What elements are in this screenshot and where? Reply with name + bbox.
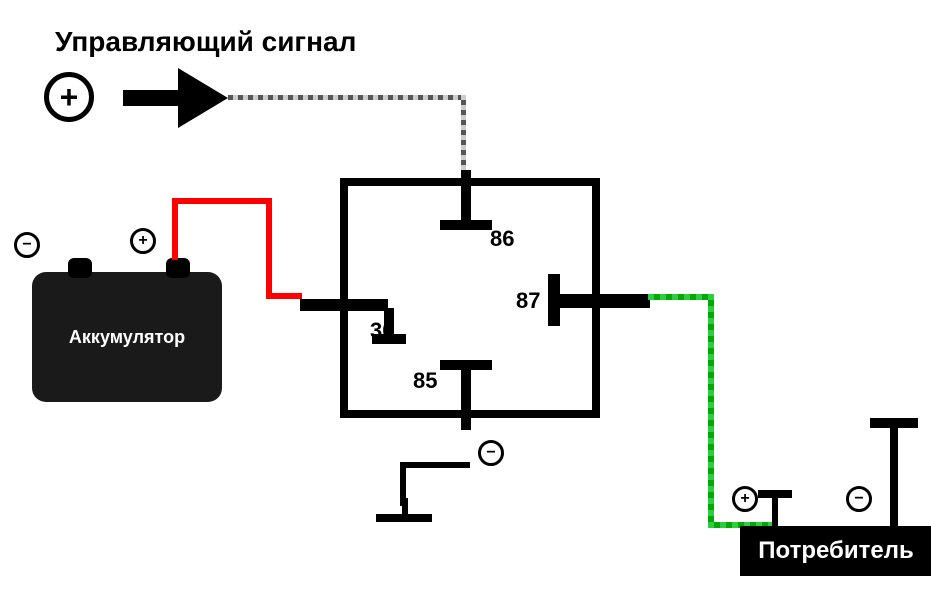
relay-pin-86	[448, 170, 488, 240]
diagram-canvas: Управляющий сигнал + 86 85 30 87 Ак	[0, 0, 931, 616]
battery-label: Аккумулятор	[69, 327, 185, 348]
relay-pin-87-label: 87	[516, 288, 540, 314]
arrow-icon	[118, 58, 238, 138]
battery-pos-label: +	[138, 233, 147, 249]
battery-pos-icon: +	[130, 228, 156, 254]
relay-pin-30	[300, 286, 380, 326]
consumer-label: Потребитель	[758, 537, 913, 565]
wire-battery-pos-vertical	[172, 198, 178, 260]
consumer-pos-glyph: +	[740, 491, 749, 507]
relay-pin-87	[548, 280, 648, 330]
battery-neg-label: −	[22, 237, 31, 253]
battery-terminal-pos	[166, 258, 190, 278]
control-signal-polarity-icon: +	[44, 72, 94, 122]
battery-terminal-neg	[68, 258, 92, 278]
ground-pin85-label: −	[486, 445, 495, 461]
wire-battery-pos-down	[266, 198, 272, 298]
consumer-pos-icon: +	[732, 486, 758, 512]
consumer-neg-glyph: −	[854, 491, 863, 507]
relay-pin-85-label: 85	[413, 368, 437, 394]
consumer-neg-icon: −	[846, 486, 872, 512]
wire-output-v	[708, 294, 714, 528]
consumer-pos-terminal	[758, 490, 792, 528]
relay-pin-30-label: 30	[370, 318, 394, 344]
wire-pin85-ground-h	[400, 462, 470, 468]
consumer-neg-terminal	[870, 418, 918, 528]
control-wire-horizontal	[228, 95, 466, 100]
ground-pin85	[376, 498, 432, 522]
control-wire-vertical	[461, 95, 466, 175]
wire-battery-pos-horizontal	[172, 198, 272, 204]
title-label: Управляющий сигнал	[55, 26, 356, 58]
ground-pin85-icon: −	[478, 440, 504, 466]
wire-output-h1	[648, 294, 714, 300]
wire-battery-pos-to-pin30	[266, 293, 302, 299]
relay-pin-86-label: 86	[490, 226, 514, 252]
battery-neg-icon: −	[14, 232, 40, 258]
battery-box: Аккумулятор	[32, 272, 222, 402]
control-signal-plus-label: +	[60, 81, 79, 113]
consumer-box: Потребитель	[740, 526, 931, 576]
relay-pin-85	[448, 360, 488, 430]
